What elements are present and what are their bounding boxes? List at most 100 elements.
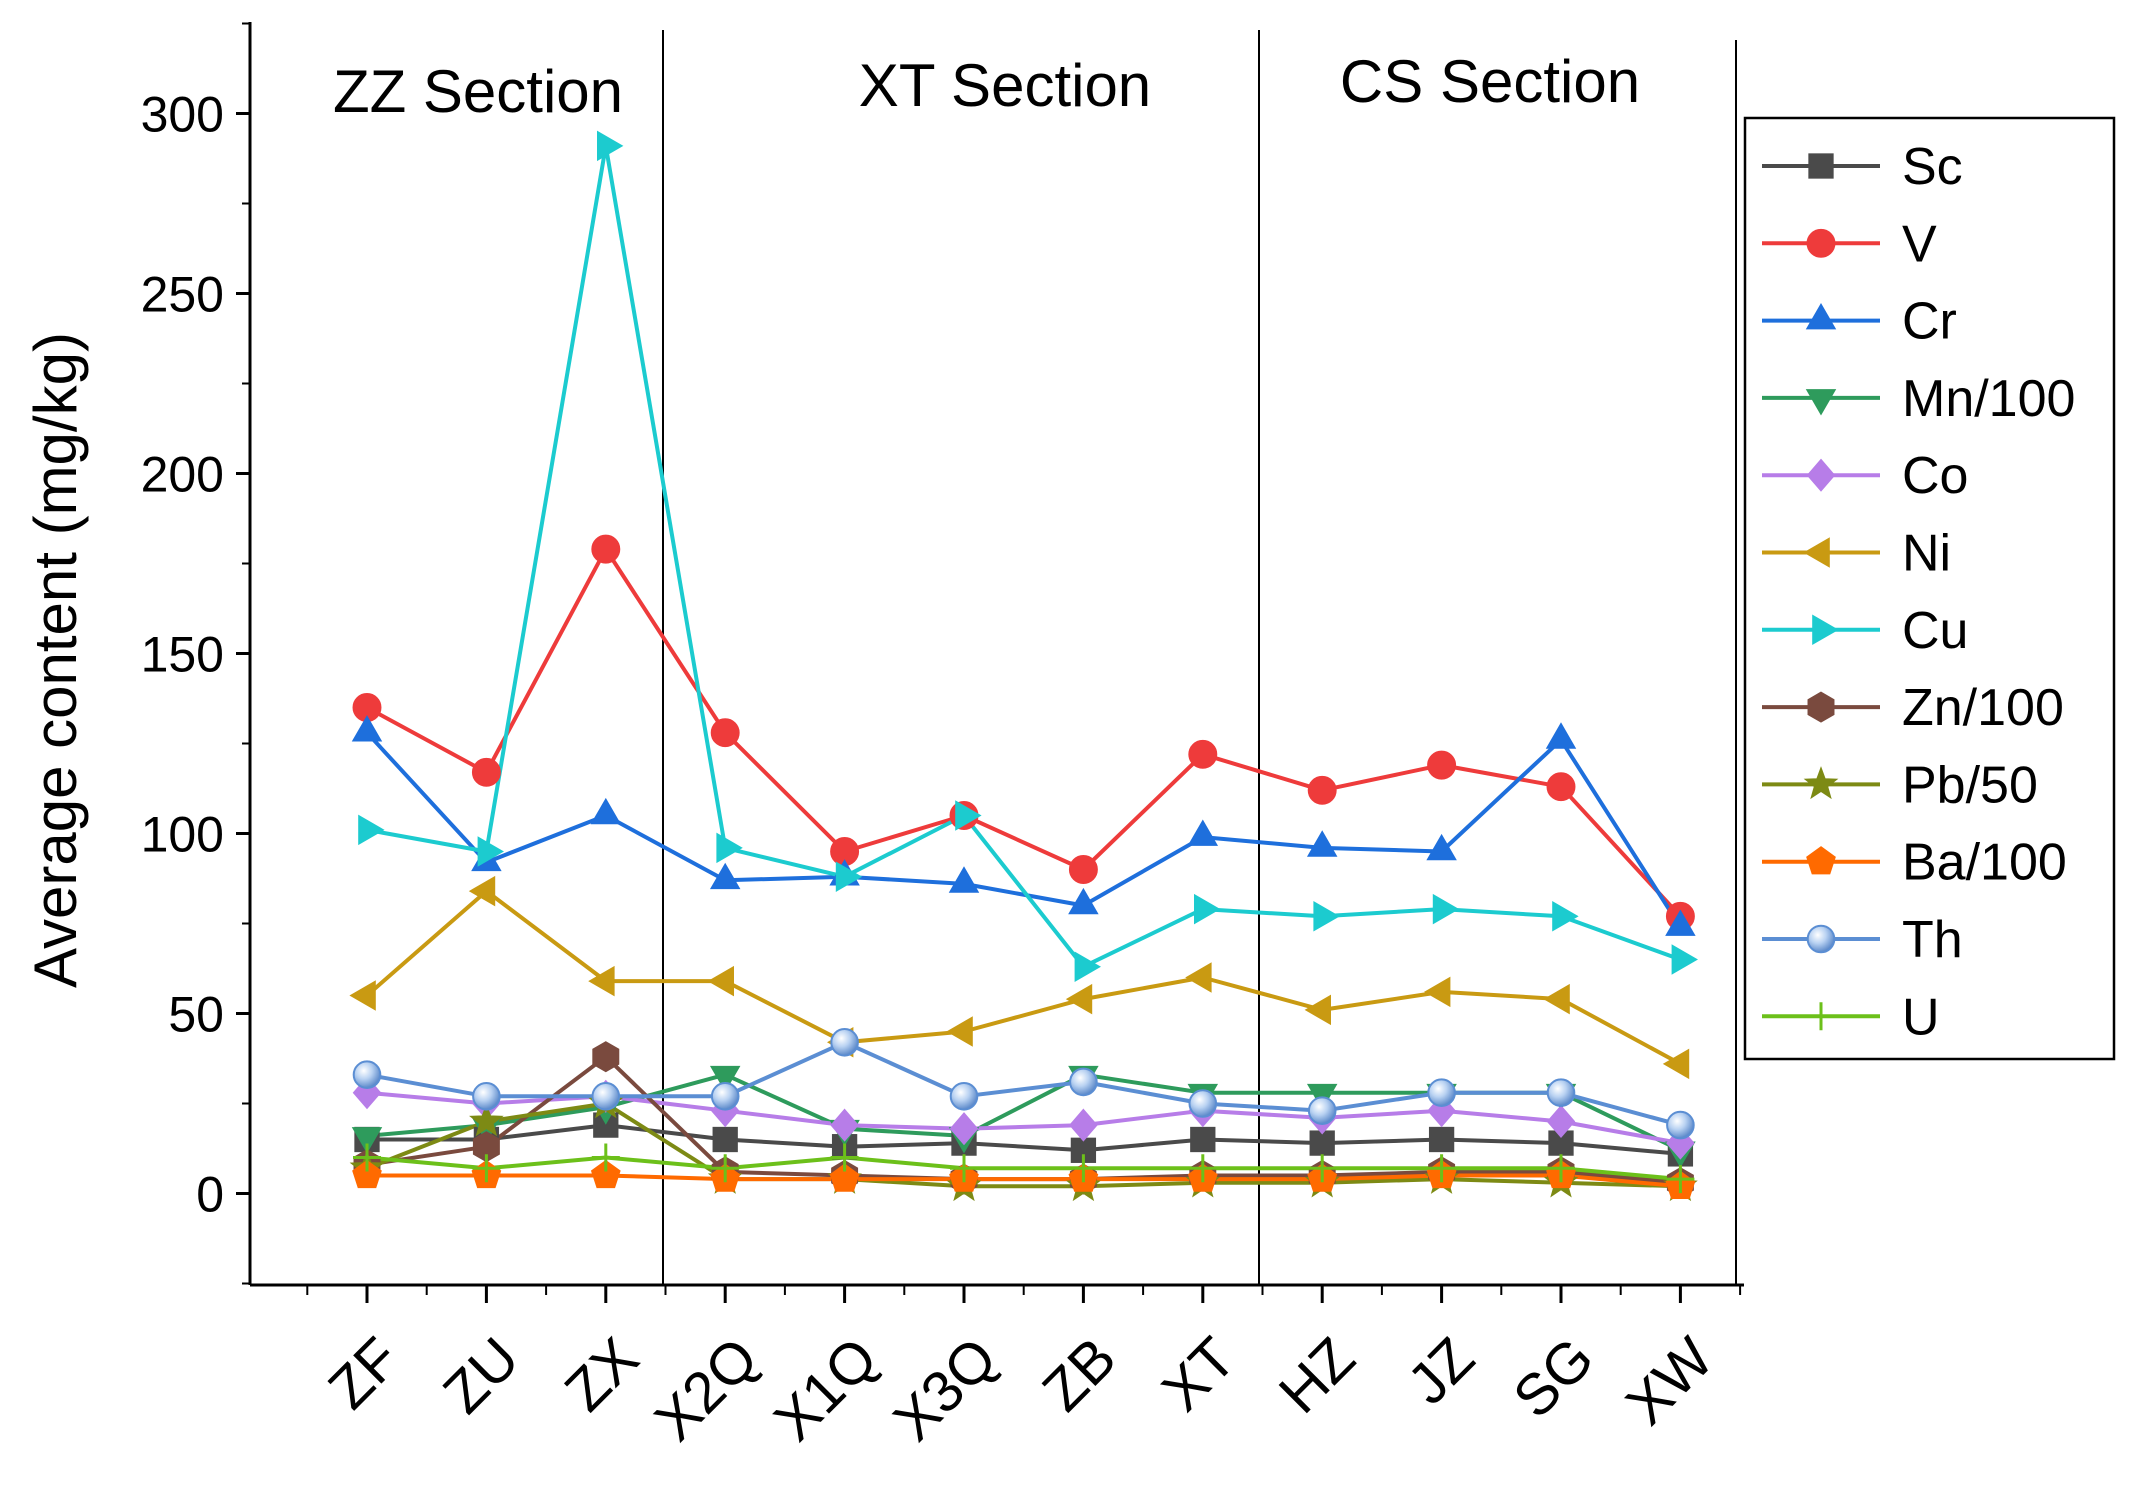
legend-item-ni: Ni — [1762, 525, 1951, 583]
y-tick-label: 200 — [141, 447, 224, 503]
x-tick-label: SG — [1501, 1325, 1606, 1430]
x-tick-label: ZB — [1030, 1325, 1128, 1423]
data-point-cu — [1313, 901, 1340, 932]
data-point-sc — [712, 1126, 738, 1153]
data-point-co — [1069, 1108, 1098, 1142]
x-tick-label: XT — [1150, 1325, 1248, 1423]
x-tick-label: HZ — [1267, 1325, 1368, 1426]
legend-marker — [1806, 228, 1836, 258]
legend-marker — [1806, 458, 1836, 492]
legend-item-th: Th — [1762, 911, 1963, 969]
series-markers-cr — [351, 715, 1696, 936]
data-point-ni — [1662, 1048, 1690, 1080]
data-point-mn-100 — [351, 1127, 383, 1154]
series-lines — [365, 143, 1683, 1189]
x-tick-label: ZF — [316, 1325, 412, 1421]
section-label-cs: CS Section — [1340, 48, 1640, 115]
data-point-cu — [1074, 951, 1102, 982]
data-point-ni — [1304, 994, 1331, 1026]
legend-item-cr: Cr — [1762, 293, 1957, 351]
x-tick-label: X3Q — [881, 1325, 1009, 1453]
legend-marker — [1807, 691, 1835, 723]
series-line-cu — [366, 143, 1682, 969]
data-point-cr — [1545, 722, 1577, 749]
data-point-ni — [1185, 962, 1212, 993]
data-point-ni — [1543, 983, 1570, 1015]
legend-marker — [1806, 924, 1836, 954]
data-point-u — [1547, 1154, 1575, 1183]
series-markers-u — [353, 1143, 1695, 1194]
data-point-cu — [358, 814, 385, 846]
y-axis-title: Average content (mg/kg) — [22, 332, 89, 988]
x-tick-label: JZ — [1395, 1325, 1487, 1417]
data-point-th — [1546, 1078, 1576, 1107]
data-point-cr — [709, 862, 741, 890]
data-point-cr — [1187, 819, 1219, 846]
legend-label: Ba/100 — [1902, 834, 2067, 892]
data-point-cu — [1194, 893, 1221, 925]
data-point-th — [949, 1082, 979, 1111]
data-point-ba-100 — [352, 1159, 382, 1189]
x-tick-label: XW — [1614, 1325, 1726, 1437]
data-point-u — [591, 1143, 620, 1172]
legend-marker — [1803, 537, 1830, 568]
data-point-th — [830, 1028, 859, 1057]
data-point-ba-100 — [590, 1159, 621, 1189]
data-point-u — [950, 1154, 978, 1183]
section-label-xt: XT Section — [859, 52, 1151, 119]
y-tick-label: 50 — [168, 987, 224, 1043]
legend-label: U — [1902, 988, 1940, 1046]
data-point-ba-100 — [829, 1163, 860, 1192]
data-point-cr — [1068, 887, 1099, 915]
data-point-cu — [955, 800, 982, 831]
series-line-th — [366, 1040, 1681, 1128]
series-markers — [349, 130, 1699, 1202]
data-point-v — [1188, 739, 1218, 769]
legend-item-v: V — [1762, 215, 1937, 273]
data-point-v — [471, 757, 501, 787]
series-line-co — [366, 1090, 1681, 1146]
data-point-ni — [707, 965, 734, 997]
series-line-cr — [365, 731, 1683, 929]
data-point-th — [1307, 1096, 1337, 1125]
data-point-cr — [351, 715, 383, 742]
data-point-zn-100 — [592, 1041, 620, 1073]
data-point-v — [1068, 855, 1098, 884]
series-line-pb-50 — [366, 1101, 1681, 1189]
data-point-v — [1427, 750, 1457, 780]
legend-marker — [1808, 153, 1834, 179]
data-point-u — [353, 1143, 381, 1172]
series-markers-ni — [349, 875, 1690, 1080]
x-tick-label: X1Q — [762, 1325, 890, 1453]
data-point-cu — [1671, 944, 1699, 975]
data-point-cu — [477, 836, 505, 867]
data-point-u — [1666, 1165, 1695, 1194]
data-point-u — [830, 1143, 859, 1172]
data-point-th — [1188, 1089, 1218, 1118]
data-point-u — [1427, 1154, 1456, 1183]
data-point-v — [1307, 775, 1337, 805]
data-point-co — [830, 1108, 859, 1142]
data-point-th — [1666, 1110, 1695, 1140]
legend-marker — [1805, 302, 1837, 330]
data-point-u — [1069, 1154, 1098, 1183]
series-line-zn-100 — [366, 1054, 1681, 1185]
data-point-cu — [835, 861, 863, 892]
legend-marker — [1806, 846, 1836, 875]
x-tick-label: X2Q — [642, 1325, 770, 1453]
legend-item-zn-100: Zn/100 — [1762, 679, 2064, 737]
data-point-th — [710, 1082, 740, 1111]
data-point-th — [472, 1082, 501, 1111]
data-point-mn-100 — [709, 1065, 741, 1093]
series-line-v — [366, 547, 1682, 918]
data-point-th — [1427, 1078, 1456, 1107]
series-markers-v — [352, 534, 1695, 931]
series-markers-th — [352, 1028, 1695, 1140]
data-point-cu — [597, 130, 624, 162]
legend-item-pb-50: Pb/50 — [1762, 756, 2038, 814]
series-line-ni — [365, 889, 1682, 1066]
data-point-u — [472, 1154, 501, 1183]
data-point-ni — [946, 1016, 973, 1047]
